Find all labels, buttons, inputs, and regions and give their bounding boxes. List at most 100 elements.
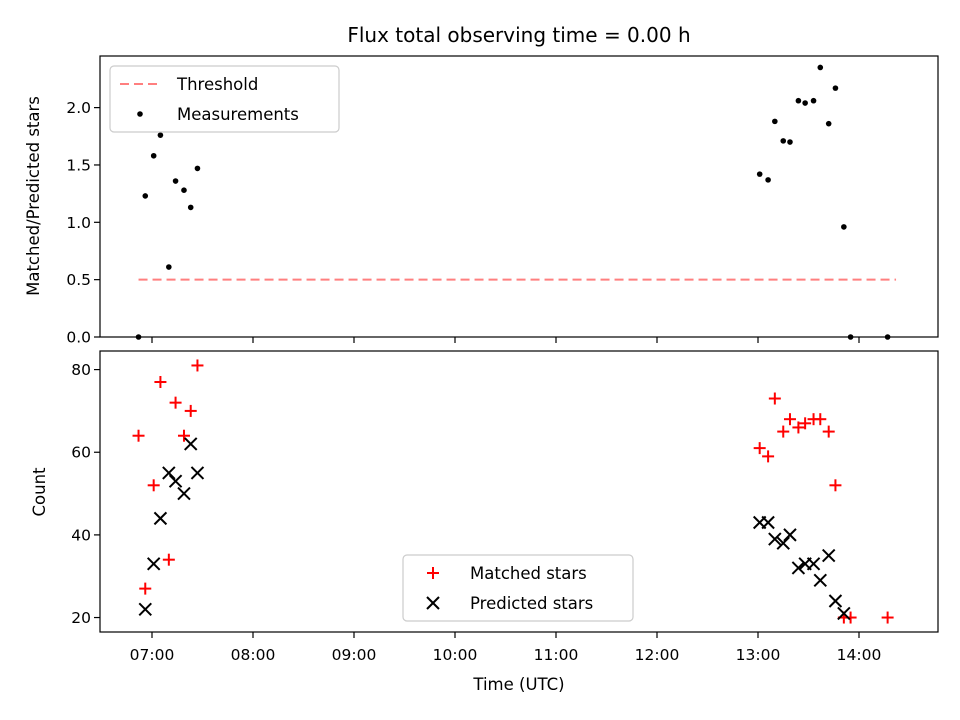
measurement-point	[810, 97, 817, 104]
measurement-point	[150, 152, 157, 159]
matched-star-point	[822, 425, 835, 438]
x-tick-label: 11:00	[534, 646, 579, 664]
top-y-tick-label: 1.0	[66, 214, 91, 232]
predicted-star-point	[783, 528, 797, 542]
x-tick-label: 08:00	[231, 646, 276, 664]
measurement-point	[172, 178, 179, 184]
matched-star-point	[147, 479, 160, 492]
legend-predicted-swatch	[426, 596, 440, 610]
bottom-legend: Matched stars Predicted stars	[402, 554, 634, 622]
x-tick-label: 10:00	[433, 646, 478, 664]
x-tick-label: 07:00	[130, 646, 175, 664]
measurement-point	[166, 264, 172, 270]
matched-star-point	[177, 429, 190, 442]
top-axes-frame	[99, 55, 939, 338]
bottom-x-ticks: 07:00 08:00 09:00 10:00 11:00 12:00 13:00 14:00	[130, 632, 882, 664]
measurement-point	[181, 187, 187, 193]
predicted-star-point	[177, 486, 191, 501]
predicted-star-point	[184, 437, 198, 451]
bottom-y-ticks: 20 40 60 80	[71, 361, 100, 627]
measurement-point	[802, 100, 808, 106]
predicted-star-point	[168, 474, 183, 488]
predicted-star-point	[828, 594, 843, 608]
measurement-point	[787, 139, 793, 145]
predicted-star-point	[813, 573, 827, 588]
predicted-star-point	[153, 511, 168, 526]
bottom-axes-frame	[99, 350, 939, 633]
legend-matched-label: Matched stars	[470, 564, 587, 583]
matched-star-point	[881, 611, 894, 624]
measurement-point	[780, 138, 787, 144]
bottom-y-tick-label: 80	[71, 361, 91, 379]
top-y-tick-label: 0.5	[66, 271, 91, 289]
predicted-star-point	[791, 561, 806, 575]
top-x-ticks	[151, 337, 860, 343]
bottom-y-axis-label: Count	[30, 467, 49, 517]
bottom-marks	[132, 359, 894, 624]
top-legend: Threshold Measurements	[109, 65, 340, 133]
top-y-ticks: 0.0 0.5 1.0 1.5 2.0	[66, 99, 100, 347]
top-y-tick-label: 2.0	[66, 99, 91, 117]
matched-star-point	[777, 425, 790, 438]
matched-star-point	[762, 450, 775, 463]
legend-threshold-label: Threshold	[176, 75, 258, 94]
matched-star-point	[184, 404, 197, 417]
top-y-tick-label: 1.5	[66, 156, 91, 174]
matched-star-point	[792, 421, 805, 434]
matched-star-point	[814, 413, 827, 426]
predicted-star-point	[837, 606, 851, 621]
matched-star-point	[162, 553, 175, 566]
matched-star-point	[191, 359, 204, 372]
measurement-point	[187, 204, 194, 211]
matched-star-point	[132, 429, 145, 442]
matched-star-point	[783, 413, 796, 426]
predicted-star-point	[821, 548, 836, 563]
matched-star-point	[169, 396, 182, 409]
chart-title: Flux total observing time = 0.00 h	[347, 23, 690, 47]
legend-matched-swatch	[427, 567, 439, 579]
legend-measurements-label: Measurements	[177, 105, 299, 124]
predicted-star-point	[190, 466, 205, 480]
measurement-point	[772, 118, 778, 125]
matched-star-point	[154, 375, 167, 388]
predicted-star-point	[761, 515, 775, 530]
top-y-axis-label: Matched/Predicted stars	[24, 96, 43, 296]
matched-star-point	[799, 417, 812, 430]
matched-star-point	[829, 479, 842, 492]
top-marks	[135, 64, 897, 340]
top-y-tick-label: 0.0	[66, 329, 91, 347]
measurement-point	[841, 224, 847, 230]
bottom-panel: 20 40 60 80 07:00 08:00 09:00 10:00 11:00 12:00 1…	[30, 350, 939, 694]
measurement-point	[832, 85, 839, 91]
predicted-star-point	[768, 532, 782, 546]
measurement-point	[756, 171, 763, 177]
bottom-y-tick-label: 60	[71, 444, 91, 462]
measurement-point	[142, 193, 149, 199]
bottom-y-tick-label: 40	[71, 526, 91, 544]
predicted-star-point	[138, 602, 152, 616]
measurement-point	[765, 177, 771, 183]
x-axis-label: Time (UTC)	[472, 675, 564, 694]
predicted-star-point	[146, 557, 161, 571]
bottom-legend-box	[402, 554, 634, 622]
matched-star-point	[768, 392, 781, 405]
predicted-star-point	[776, 536, 790, 550]
measurement-point	[194, 165, 201, 172]
x-tick-label: 09:00	[332, 646, 377, 664]
x-tick-label: 12:00	[635, 646, 680, 664]
legend-measurements-swatch	[137, 111, 143, 117]
measurement-point	[817, 64, 824, 71]
predicted-star-point	[162, 466, 176, 480]
x-tick-label: 13:00	[736, 646, 781, 664]
legend-predicted-label: Predicted stars	[470, 594, 593, 613]
bottom-y-tick-label: 20	[71, 609, 91, 627]
matched-star-point	[753, 442, 766, 455]
measurement-point	[157, 132, 164, 138]
matched-star-point	[139, 582, 152, 595]
measurement-point	[825, 120, 832, 127]
predicted-star-point	[806, 557, 821, 571]
x-tick-label: 14:00	[837, 646, 882, 664]
top-legend-box	[109, 65, 340, 133]
top-panel: 0.00.51.01.52.0 Matched/Predicted stars …	[24, 55, 939, 347]
